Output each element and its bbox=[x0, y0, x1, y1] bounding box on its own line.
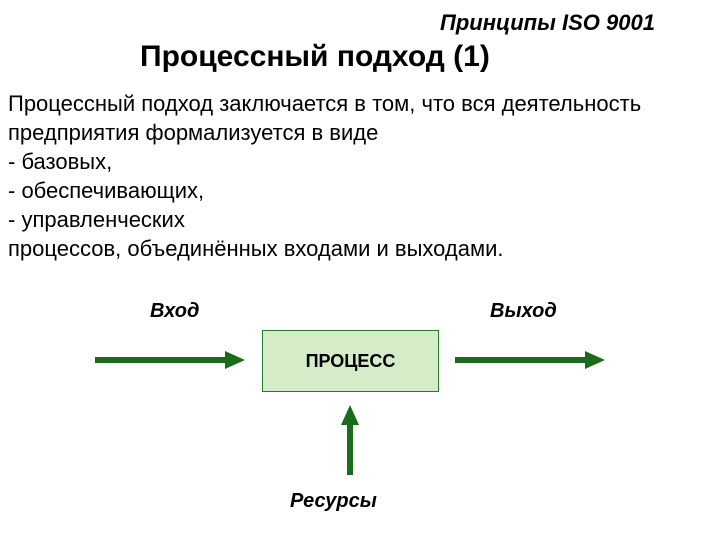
arrow-resources bbox=[0, 0, 720, 540]
